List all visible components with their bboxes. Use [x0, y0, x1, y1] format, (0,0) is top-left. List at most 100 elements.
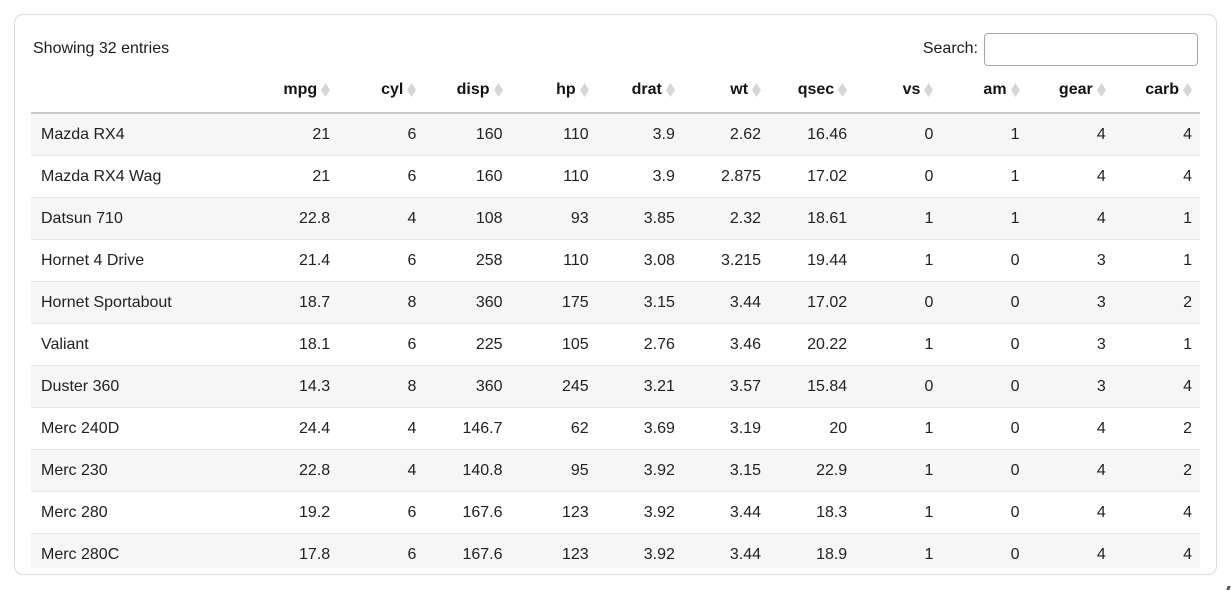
cell-mpg: 19.2 — [252, 491, 339, 534]
cell-wt: 3.44 — [682, 281, 770, 324]
data-table: mpg cyl disp hp drat wt qsec vs am gear carb Mazda… — [31, 71, 1200, 568]
cell-drat: 3.92 — [596, 491, 683, 534]
cell-qsec: 15.84 — [769, 365, 856, 408]
sort-icon — [407, 83, 417, 97]
column-header-disp[interactable]: disp — [424, 71, 511, 114]
cell-cyl: 6 — [338, 323, 425, 366]
cell-gear: 4 — [1027, 407, 1114, 450]
cell-qsec: 16.46 — [769, 113, 856, 156]
cell-drat: 3.92 — [596, 449, 683, 492]
column-header-mpg[interactable]: mpg — [252, 71, 339, 114]
cell-carb: 2 — [1113, 407, 1200, 450]
column-header-name[interactable] — [31, 71, 252, 114]
row-name-cell: Merc 230 — [31, 449, 252, 492]
cell-cyl: 4 — [338, 449, 425, 492]
cell-wt: 2.32 — [682, 197, 770, 240]
cell-carb: 2 — [1113, 281, 1200, 324]
row-name-cell: Merc 240D — [31, 407, 252, 450]
cell-drat: 3.21 — [596, 365, 683, 408]
sort-icon — [924, 83, 934, 97]
column-header-gear[interactable]: gear — [1027, 71, 1114, 114]
search-label: Search: — [922, 40, 978, 57]
column-header-carb[interactable]: carb — [1113, 71, 1200, 114]
cell-am: 0 — [941, 449, 1028, 492]
cell-hp: 245 — [510, 365, 597, 408]
column-header-hp[interactable]: hp — [510, 71, 597, 114]
column-header-wt[interactable]: wt — [682, 71, 770, 114]
column-header-vs[interactable]: vs — [855, 71, 942, 114]
table-row: Duster 360 14.3 8 360 245 3.21 3.57 15.84 0 0 3 4 — [31, 365, 1200, 408]
cell-wt: 2.875 — [682, 155, 770, 198]
table-row: Hornet Sportabout 18.7 8 360 175 3.15 3.44 17.0… — [31, 281, 1200, 324]
column-header-label: drat — [631, 81, 662, 98]
sort-icon — [1010, 83, 1020, 97]
cell-carb: 4 — [1113, 155, 1200, 198]
cell-cyl: 6 — [338, 155, 425, 198]
cell-hp: 110 — [510, 239, 597, 282]
cell-gear: 3 — [1027, 323, 1114, 366]
cell-gear: 4 — [1027, 533, 1114, 568]
cell-carb: 1 — [1113, 239, 1200, 282]
table-row: Merc 230 22.8 4 140.8 95 3.92 3.15 22.9 1 0 4 2 — [31, 449, 1200, 492]
cell-disp: 258 — [424, 239, 511, 282]
row-name-cell: Hornet Sportabout — [31, 281, 252, 324]
sort-icon — [665, 83, 675, 97]
cell-wt: 2.62 — [682, 113, 770, 156]
table-row: Merc 280C 17.8 6 167.6 123 3.92 3.44 18.9 1 0 4 4 — [31, 533, 1200, 568]
cell-hp: 62 — [510, 407, 597, 450]
screenshot-corner-artifact — [1226, 586, 1231, 590]
cell-am: 0 — [941, 239, 1028, 282]
cell-am: 1 — [941, 197, 1028, 240]
cell-am: 0 — [941, 323, 1028, 366]
cell-hp: 123 — [510, 533, 597, 568]
cell-wt: 3.46 — [682, 323, 770, 366]
cell-hp: 175 — [510, 281, 597, 324]
cell-mpg: 18.1 — [252, 323, 339, 366]
cell-drat: 3.08 — [596, 239, 683, 282]
cell-drat: 2.76 — [596, 323, 683, 366]
cell-qsec: 17.02 — [769, 281, 856, 324]
row-name-cell: Merc 280 — [31, 491, 252, 534]
cell-vs: 0 — [855, 281, 942, 324]
cell-vs: 0 — [855, 113, 942, 156]
column-header-am[interactable]: am — [941, 71, 1028, 114]
table-scroll-area[interactable]: mpg cyl disp hp drat wt qsec vs am gear carb Mazda… — [31, 71, 1200, 568]
cell-carb: 4 — [1113, 533, 1200, 568]
cell-wt: 3.44 — [682, 533, 770, 568]
cell-vs: 0 — [855, 365, 942, 408]
cell-vs: 1 — [855, 533, 942, 568]
cell-carb: 4 — [1113, 491, 1200, 534]
row-name-cell: Hornet 4 Drive — [31, 239, 252, 282]
column-header-label: mpg — [283, 81, 318, 98]
table-row: Merc 280 19.2 6 167.6 123 3.92 3.44 18.3 1 0 4 4 — [31, 491, 1200, 534]
cell-hp: 110 — [510, 113, 597, 156]
cell-am: 1 — [941, 155, 1028, 198]
entries-info-text: Showing 32 entries — [33, 40, 170, 57]
cell-drat: 3.9 — [596, 155, 683, 198]
table-body: Mazda RX4 21 6 160 110 3.9 2.62 16.46 0 1 4 4 Mazda … — [31, 113, 1200, 568]
cell-vs: 1 — [855, 323, 942, 366]
search-input[interactable] — [984, 32, 1198, 66]
cell-am: 1 — [941, 113, 1028, 156]
column-header-drat[interactable]: drat — [596, 71, 683, 114]
cell-mpg: 17.8 — [252, 533, 339, 568]
cell-cyl: 4 — [338, 197, 425, 240]
cell-carb: 1 — [1113, 323, 1200, 366]
column-header-cyl[interactable]: cyl — [338, 71, 425, 114]
column-header-label: gear — [1058, 81, 1093, 98]
cell-disp: 140.8 — [424, 449, 511, 492]
column-header-qsec[interactable]: qsec — [769, 71, 856, 114]
cell-wt: 3.44 — [682, 491, 770, 534]
cell-cyl: 8 — [338, 281, 425, 324]
cell-hp: 110 — [510, 155, 597, 198]
cell-cyl: 6 — [338, 239, 425, 282]
column-header-label: wt — [730, 81, 749, 98]
sort-icon — [1096, 83, 1106, 97]
cell-hp: 105 — [510, 323, 597, 366]
column-header-label: cyl — [381, 81, 404, 98]
table-row: Mazda RX4 21 6 160 110 3.9 2.62 16.46 0 1 4 4 — [31, 113, 1200, 156]
cell-qsec: 20 — [769, 407, 856, 450]
cell-gear: 4 — [1027, 155, 1114, 198]
cell-am: 0 — [941, 407, 1028, 450]
cell-cyl: 6 — [338, 491, 425, 534]
